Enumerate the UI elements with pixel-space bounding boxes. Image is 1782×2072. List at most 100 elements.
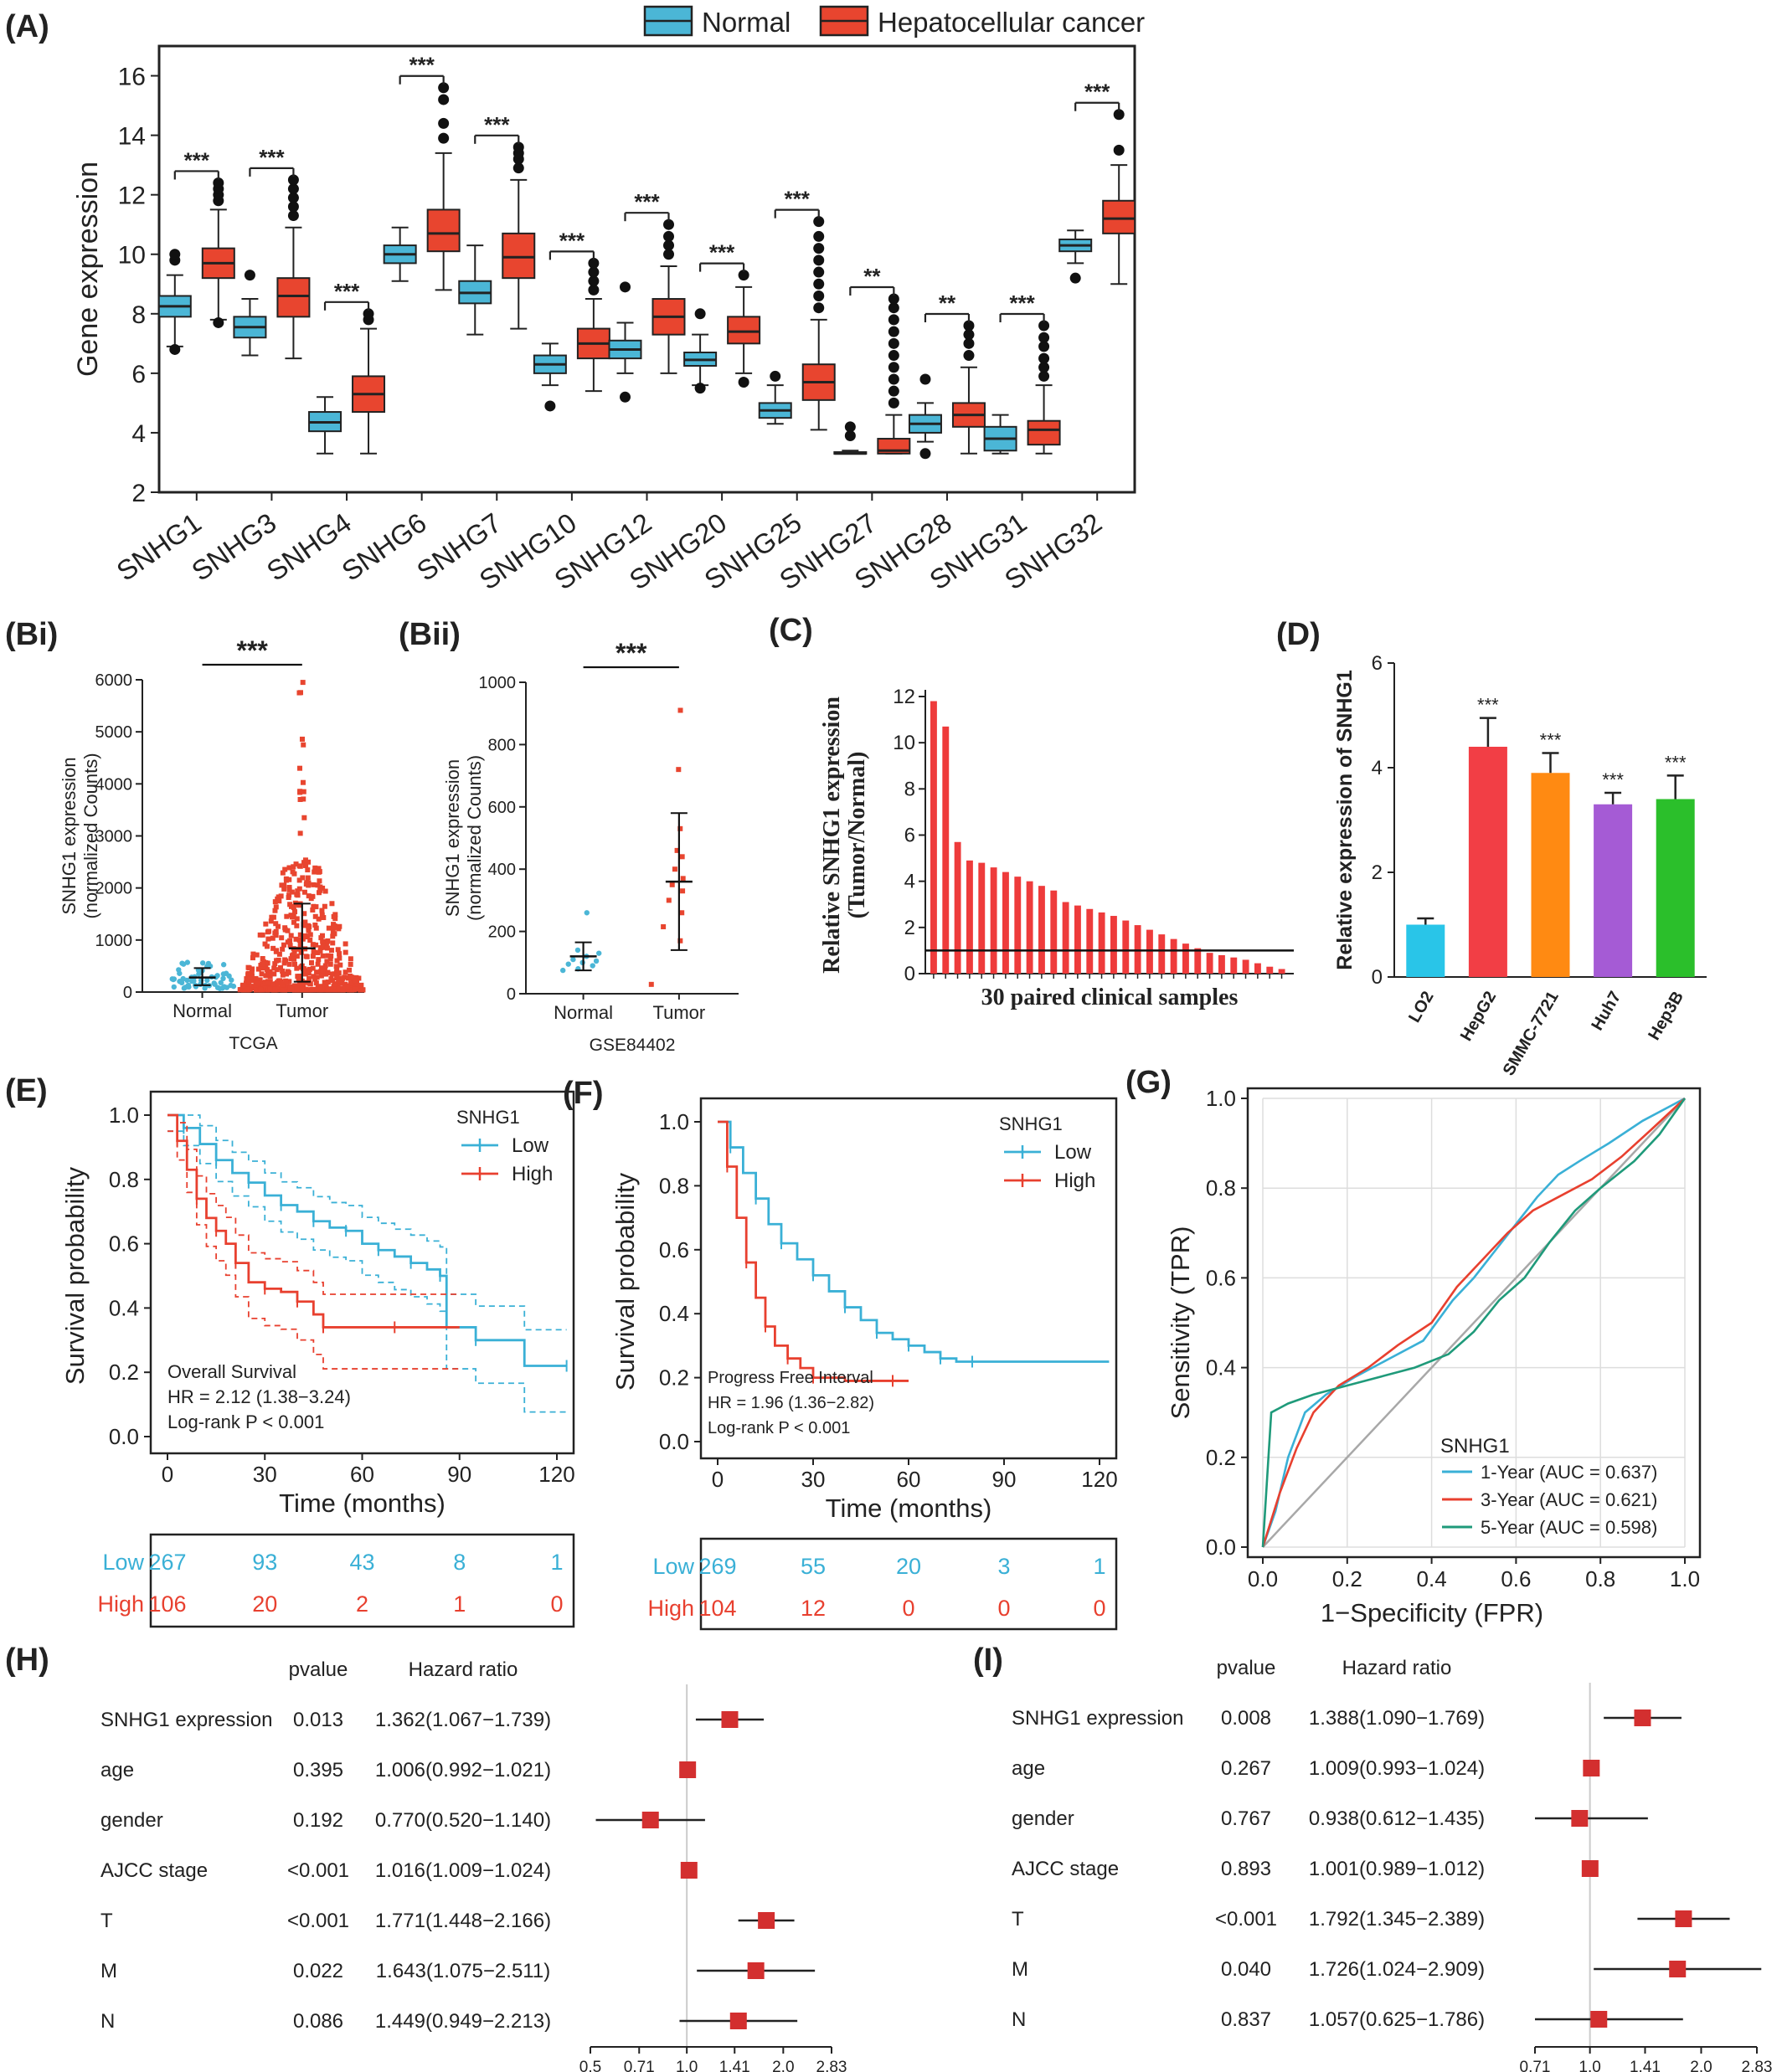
point-tumor [332,912,338,918]
risk-value: 269 [698,1554,736,1579]
box-group-SNHG4: *** [308,279,386,455]
point-tumor [294,965,300,971]
point-tumor [294,985,300,991]
outlier-point [1038,332,1050,343]
point-tumor [340,985,346,991]
row-hr-text: 1.449(0.949−2.213) [375,2010,551,2033]
point-tumor [289,953,295,959]
point-tumor [276,923,281,929]
point-tumor [286,969,291,975]
roc-frame [1246,1087,1702,1559]
y-tick-label: 0 [123,984,132,1002]
bar [1050,890,1058,974]
point-tumor [317,878,322,884]
outlier-point [694,383,706,394]
point-tumor [303,986,309,992]
point-normal [184,959,191,965]
point-tumor [330,940,336,946]
point-tumor [676,767,682,773]
outlier-point [588,275,600,287]
point-tumor [320,938,326,944]
y-tick-label: 2 [131,480,146,507]
row-hr-text: 1.057(0.625−1.786) [1309,2008,1485,2031]
row-pvalue: 0.022 [293,1960,343,1982]
outlier-point [512,141,524,153]
point-tumor [322,963,328,969]
legend-label: 3-Year (AUC = 0.621) [1481,1489,1657,1510]
row-hr-text: 1.016(1.009−1.024) [375,1859,551,1882]
point-tumor [281,942,287,948]
column-header-pvalue: pvalue [289,1658,348,1681]
point-tumor [286,887,292,892]
point-tumor [328,953,334,959]
point-tumor [291,956,297,962]
point-tumor [316,916,322,922]
row-pvalue: 0.837 [1221,2008,1271,2031]
point-tumor [311,949,317,954]
hr-marker [729,2013,747,2029]
point-tumor [273,933,279,938]
outlier-point [963,337,975,349]
point-tumor [282,866,288,872]
risk-row-label-Low: Low [102,1550,144,1575]
panel-label-G: (G) [1125,1065,1172,1100]
point-tumor [318,945,324,951]
box-group-SNHG6: *** [383,53,461,291]
point-tumor [322,888,328,894]
row-pvalue: <0.001 [287,1910,349,1932]
point-tumor [278,979,284,985]
point-tumor [321,915,327,921]
y-tick-label: 0.8 [1206,1175,1236,1201]
group-label: GSE84402 [590,1036,676,1055]
outlier-point [888,302,899,314]
risk-row-label-High: High [97,1591,144,1617]
hr-marker [1581,1860,1599,1877]
outlier-point [844,421,856,433]
legend-title: SNHG1 [456,1107,520,1128]
sig-label: *** [1540,730,1562,751]
point-tumor [313,980,319,986]
row-hr-text: 1.006(0.992−1.021) [375,1759,551,1782]
legend-title: SNHG1 [1440,1435,1510,1458]
sig-label: *** [709,240,735,265]
point-tumor [340,975,346,981]
bar [1110,916,1117,974]
point-tumor [314,969,320,975]
y-tick-label: 3000 [95,828,133,846]
x-axis-label: Time (months) [826,1494,992,1523]
column-header-pvalue: pvalue [1217,1657,1276,1679]
point-tumor [249,970,255,976]
x-tick-label: 1.41 [719,2059,750,2072]
sig-label: ** [939,290,956,316]
point-tumor [275,979,281,985]
x-tick-label: Hep3B [1645,989,1687,1044]
box-group-SNHG12: *** [608,189,686,403]
hr-marker [1590,2011,1608,2028]
point-tumor [677,938,683,943]
point-tumor [322,985,327,990]
point-tumor [326,925,332,931]
bar-SMMC-7721 [1531,773,1570,977]
sig-label: *** [409,53,435,78]
point-tumor [342,969,348,975]
point-tumor [302,933,308,938]
y-tick-label: 0.4 [659,1301,689,1326]
survival-curve-High [167,1113,460,1329]
point-tumor [272,986,278,992]
sig-label: *** [236,635,268,666]
bar [966,860,973,974]
y-tick-label: 0.0 [109,1424,139,1449]
annotation-text: Log-rank P < 0.001 [708,1419,850,1437]
y-axis-label: SNHG1 expression [442,759,463,917]
x-tick-label: 0 [712,1467,724,1492]
y-tick-label: 14 [118,123,146,151]
y-tick-label: 0.2 [1206,1445,1236,1470]
point-tumor [324,945,330,951]
y-tick-label: 4 [131,420,146,448]
point-tumor [672,866,677,872]
bar [1254,963,1261,974]
column-header-hr: Hazard ratio [409,1658,518,1681]
survival-curve-High [718,1120,909,1382]
point-tumor [299,987,305,993]
box-body [1102,199,1136,234]
